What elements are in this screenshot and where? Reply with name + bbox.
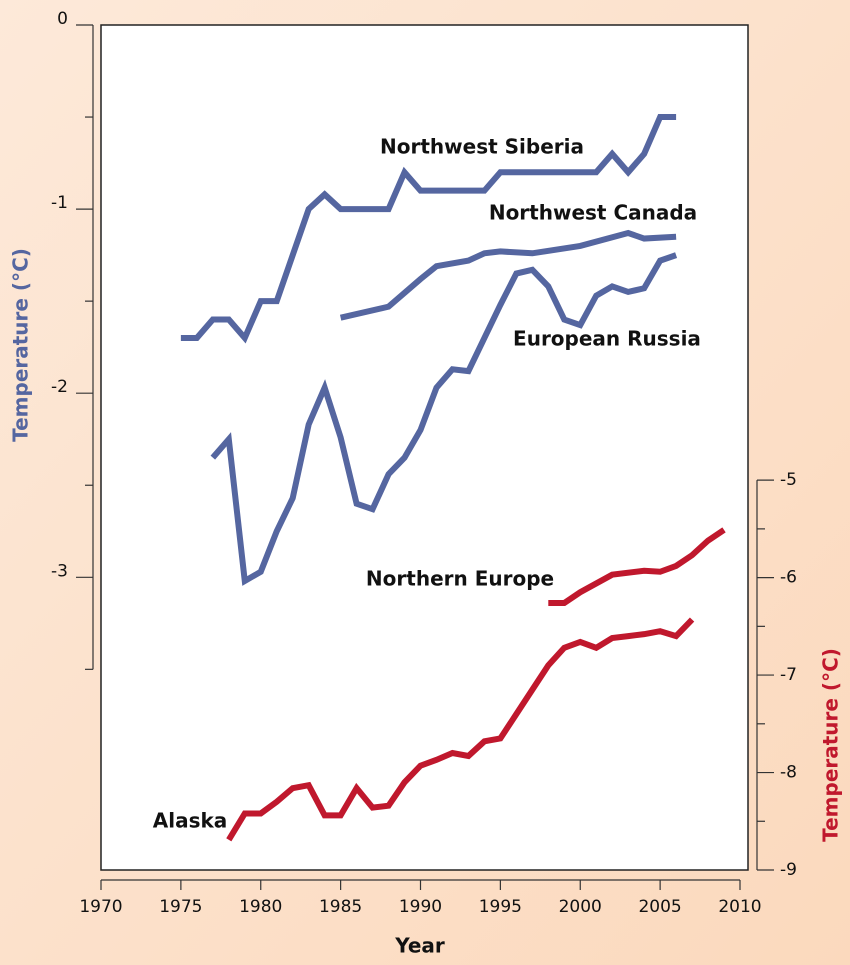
x-tick-label: 1995	[479, 897, 522, 917]
x-tick-label: 2005	[638, 897, 681, 917]
series-label: European Russia	[513, 327, 701, 351]
x-tick-label: 2000	[559, 897, 602, 917]
x-tick-label: 1985	[319, 897, 362, 917]
y-tick-label: 0	[57, 9, 68, 29]
y2-axis-label: Temperature (°C)	[819, 648, 843, 842]
x-axis-label: Year	[394, 934, 445, 958]
series-label: Northwest Canada	[489, 201, 697, 225]
y-tick-label: -1	[51, 193, 68, 213]
series-line	[180, 114, 677, 344]
series-line	[210, 252, 678, 586]
y2-tick-label: -9	[780, 860, 797, 880]
y2-tick-label: -6	[780, 568, 797, 588]
y2-tick-label: -7	[780, 665, 797, 685]
series-label: Northwest Siberia	[380, 135, 584, 159]
series-line	[226, 617, 695, 842]
series-label: Alaska	[153, 809, 228, 833]
series-label: Northern Europe	[366, 567, 554, 591]
x-tick-label: 1970	[79, 897, 122, 917]
y-tick-label: -3	[51, 561, 68, 581]
plot-area	[100, 24, 749, 871]
x-tick-label: 1980	[239, 897, 282, 917]
y2-tick-label: -5	[780, 470, 797, 490]
x-tick-label: 1975	[159, 897, 202, 917]
y-axis-label: Temperature (°C)	[9, 248, 33, 442]
series-line	[339, 229, 677, 321]
series-line	[548, 527, 726, 606]
y2-tick-label: -8	[780, 763, 797, 783]
x-tick-label: 1990	[399, 897, 442, 917]
x-tick-label: 2010	[718, 897, 761, 917]
y-tick-label: -2	[51, 377, 68, 397]
